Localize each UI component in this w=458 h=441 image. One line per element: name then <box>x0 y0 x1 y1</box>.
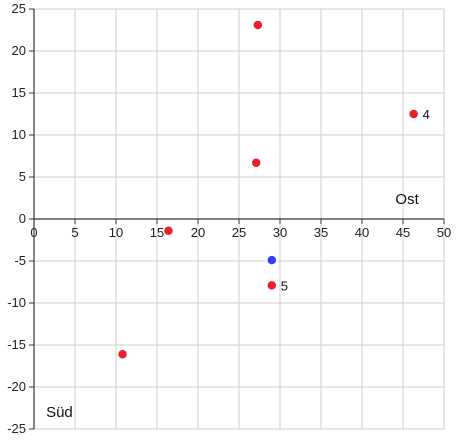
data-point <box>266 279 278 292</box>
annotations: Ost Süd <box>46 191 420 421</box>
y-tick-label: 20 <box>12 43 26 58</box>
x-tick-label: 45 <box>396 225 410 240</box>
y-tick-label: 5 <box>19 169 26 184</box>
data-point <box>407 108 420 120</box>
x-tick-label: 40 <box>355 225 369 240</box>
x-tick-label: 25 <box>232 225 246 240</box>
y-tick-label: -20 <box>7 379 26 394</box>
data-point <box>250 156 262 169</box>
x-tick-label: 20 <box>191 225 205 240</box>
annotation-label: Süd <box>46 404 73 421</box>
x-tick-label: 50 <box>437 225 451 240</box>
y-tick-label: 0 <box>19 211 26 226</box>
y-tick-label: 10 <box>12 127 26 142</box>
y-tick-label: -15 <box>7 337 26 352</box>
point-label: 4 <box>423 107 430 122</box>
y-tick-label: -10 <box>7 295 26 310</box>
axes <box>29 8 445 430</box>
y-tick-label: 25 <box>12 1 26 16</box>
data-point <box>252 19 264 31</box>
annotation-label: Ost <box>395 191 419 208</box>
data-point <box>116 348 129 360</box>
x-tick-label: 35 <box>314 225 328 240</box>
point-label: 5 <box>281 278 288 293</box>
x-tick-label: 30 <box>273 225 287 240</box>
y-tick-label: -5 <box>14 253 26 268</box>
data-point <box>266 254 278 266</box>
tick-labels: 0 5 10 15 20 25 30 35 40 45 50-25-20-15-10-5051015… <box>7 1 451 436</box>
data-point <box>162 225 175 237</box>
y-tick-label: 15 <box>12 85 26 100</box>
grid <box>33 8 445 430</box>
data-points: 45 <box>116 19 430 360</box>
x-tick-label: 10 <box>109 225 123 240</box>
x-tick-label: 15 <box>150 225 164 240</box>
x-tick-label: 5 <box>71 225 78 240</box>
y-tick-label: -25 <box>7 421 26 436</box>
x-tick-label: 0 <box>30 225 37 240</box>
